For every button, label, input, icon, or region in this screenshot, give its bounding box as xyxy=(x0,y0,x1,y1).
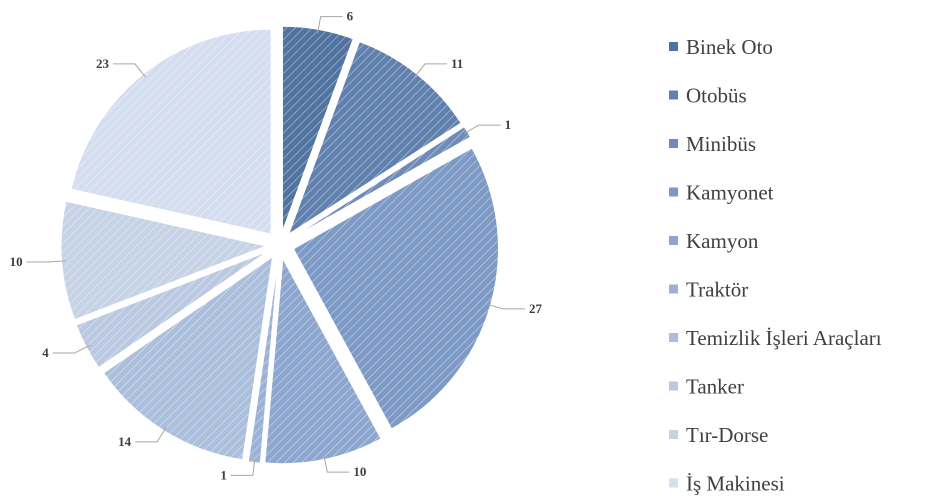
legend-swatch-otobus xyxy=(669,90,678,100)
leader-line-kamyonet xyxy=(486,303,526,310)
legend-label-kamyon: Kamyon xyxy=(686,229,759,253)
legend-label-tir-dorse: Tır-Dorse xyxy=(686,423,768,447)
data-label-tir-dorse: 10 xyxy=(10,254,23,269)
legend-swatch-tanker xyxy=(669,381,678,391)
leader-line-temizlik-i-sleri-araclari xyxy=(135,427,167,443)
legend-swatch-binek-oto xyxy=(669,42,678,51)
leader-line-tanker xyxy=(52,344,90,354)
leader-line-kamyon xyxy=(323,455,350,473)
leader-line-tir-dorse xyxy=(26,260,66,263)
leader-line-minibus xyxy=(463,124,501,135)
data-label-binek-oto: 6 xyxy=(347,9,354,24)
legend-label-tanker: Tanker xyxy=(686,375,744,399)
legend-swatch-minibus xyxy=(669,139,678,148)
legend-label-minibus: Minibüs xyxy=(686,132,756,156)
leader-lines xyxy=(26,16,526,476)
legend-label-i-s-makinesi: İş Makinesi xyxy=(686,472,785,496)
data-label-otobus: 11 xyxy=(451,56,463,71)
data-label-kamyonet: 27 xyxy=(529,301,543,316)
data-label-temizlik-i-sleri-araclari: 14 xyxy=(118,434,132,449)
legend-label-kamyonet: Kamyonet xyxy=(686,181,774,205)
legend-swatch-temizlik-i-sleri-araclari xyxy=(669,333,678,342)
pie-slices xyxy=(60,25,499,465)
leader-line-traktor xyxy=(230,458,256,476)
leader-line-otobus xyxy=(414,63,448,78)
legend-label-temizlik-i-sleri-araclari: Temizlik İşleri Araçları xyxy=(686,326,882,350)
legend-swatch-traktor xyxy=(669,284,678,294)
leader-line-binek-oto xyxy=(317,16,343,34)
legend: Binek Oto Otobüs Minibüs Kamyonet Kamyon Trak… xyxy=(669,35,882,496)
data-label-traktor: 1 xyxy=(220,467,227,482)
data-label-minibus: 1 xyxy=(505,117,512,132)
legend-swatch-kamyonet xyxy=(669,187,678,197)
data-label-kamyon: 10 xyxy=(353,464,366,479)
legend-label-traktor: Traktör xyxy=(686,278,748,302)
legend-label-otobus: Otobüs xyxy=(686,84,747,108)
data-label-i-s-makinesi: 23 xyxy=(96,56,110,71)
data-label-tanker: 4 xyxy=(42,345,49,360)
legend-swatch-tir-dorse xyxy=(669,430,678,439)
legend-label-binek-oto: Binek Oto xyxy=(686,35,773,59)
legend-swatch-kamyon xyxy=(669,236,678,245)
leader-line-i-s-makinesi xyxy=(112,63,146,78)
legend-swatch-i-s-makinesi xyxy=(669,478,678,488)
